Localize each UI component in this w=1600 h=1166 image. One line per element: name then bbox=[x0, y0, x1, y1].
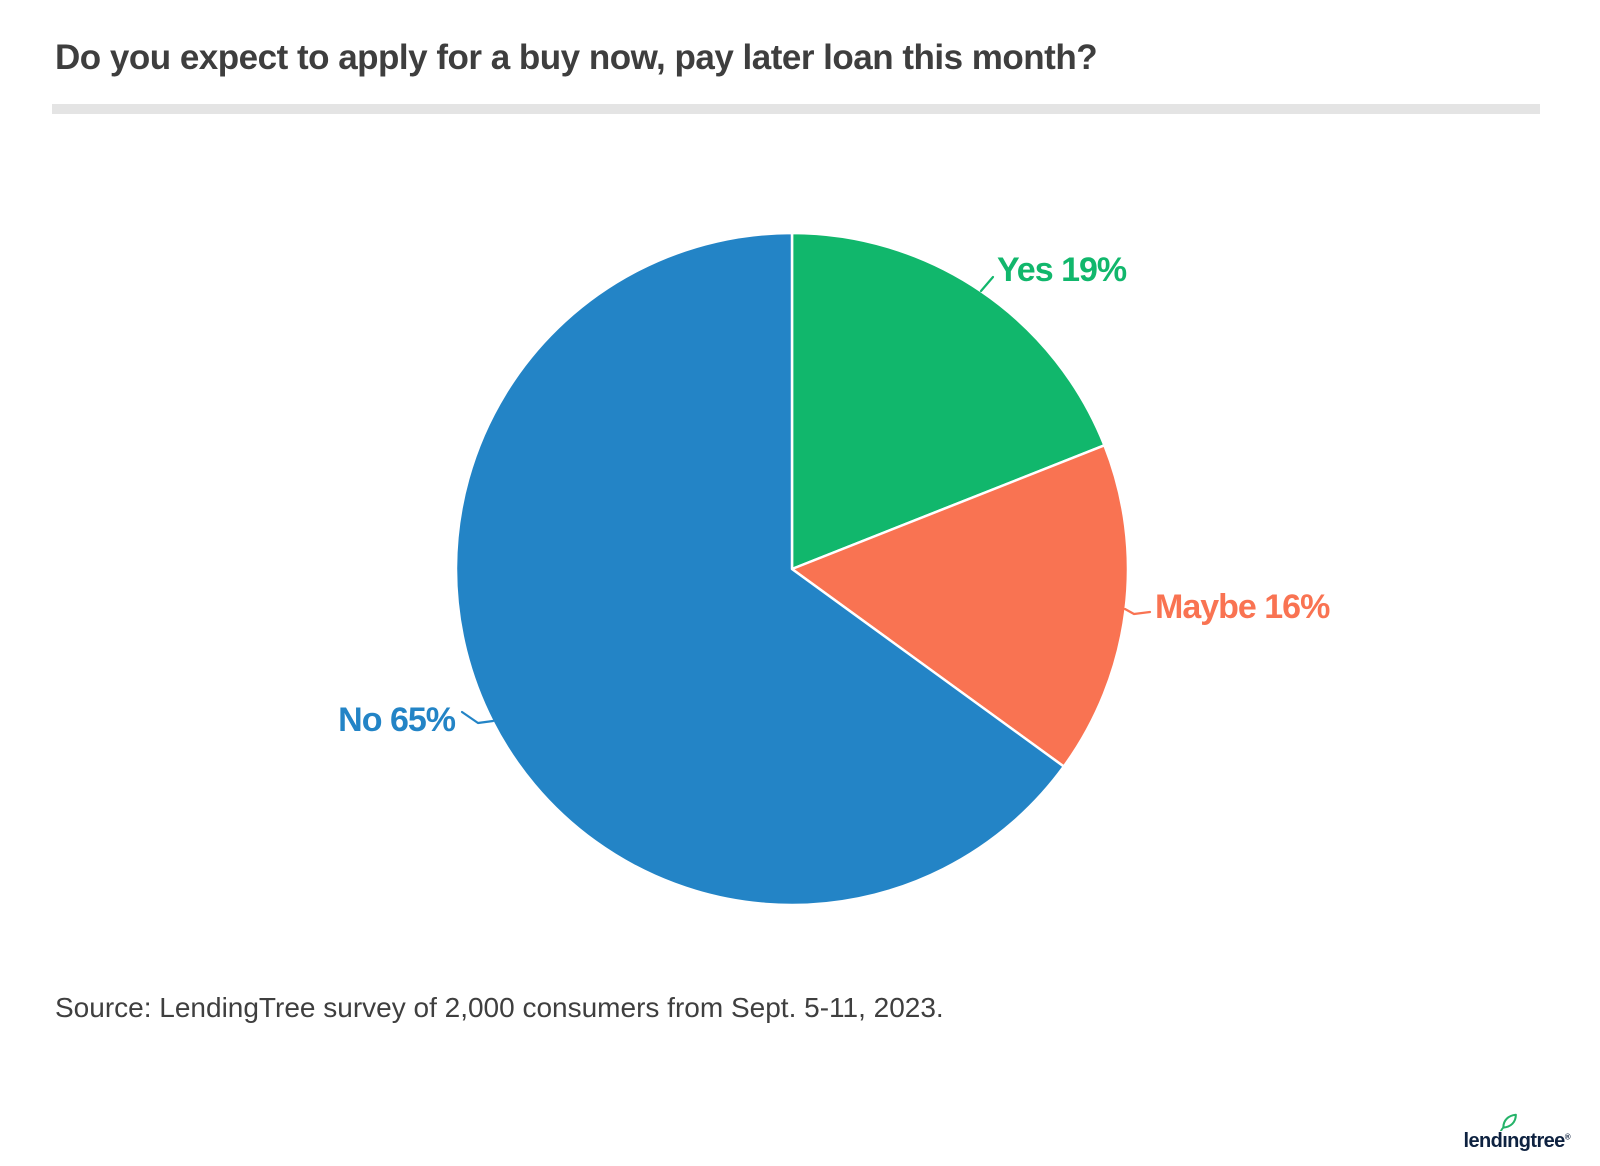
title-divider bbox=[52, 104, 1540, 114]
label-connectors bbox=[460, 275, 1152, 725]
lendingtree-logo: lendıngtree® bbox=[1463, 1113, 1571, 1154]
pie-slice-maybe[interactable] bbox=[790, 444, 1130, 768]
logo-wordmark: lendıngtree® bbox=[1463, 1130, 1570, 1152]
leaf-icon bbox=[1500, 1113, 1518, 1131]
slice-label-yes: Yes 19% bbox=[997, 251, 1127, 289]
leaf-outline bbox=[1502, 1113, 1518, 1129]
leaf-stem bbox=[1500, 1126, 1505, 1131]
chart-title: Do you expect to apply for a buy now, pa… bbox=[55, 38, 1098, 77]
logo-text-part2: ı bbox=[1502, 1130, 1508, 1152]
logo-text-part3: ngtree bbox=[1507, 1130, 1565, 1152]
connector-maybe bbox=[1123, 607, 1152, 616]
pie-slices bbox=[454, 231, 1130, 907]
connector-yes bbox=[979, 275, 995, 293]
slice-label-no: No 65% bbox=[338, 701, 456, 739]
logo-text-part1: lend bbox=[1463, 1130, 1503, 1152]
slice-label-maybe: Maybe 16% bbox=[1155, 588, 1330, 626]
source-note: Source: LendingTree survey of 2,000 cons… bbox=[55, 992, 944, 1023]
slice-labels: Yes 19% Maybe 16% No 65% bbox=[338, 251, 1331, 739]
connector-no bbox=[460, 710, 495, 725]
registered-mark: ® bbox=[1564, 1132, 1571, 1142]
